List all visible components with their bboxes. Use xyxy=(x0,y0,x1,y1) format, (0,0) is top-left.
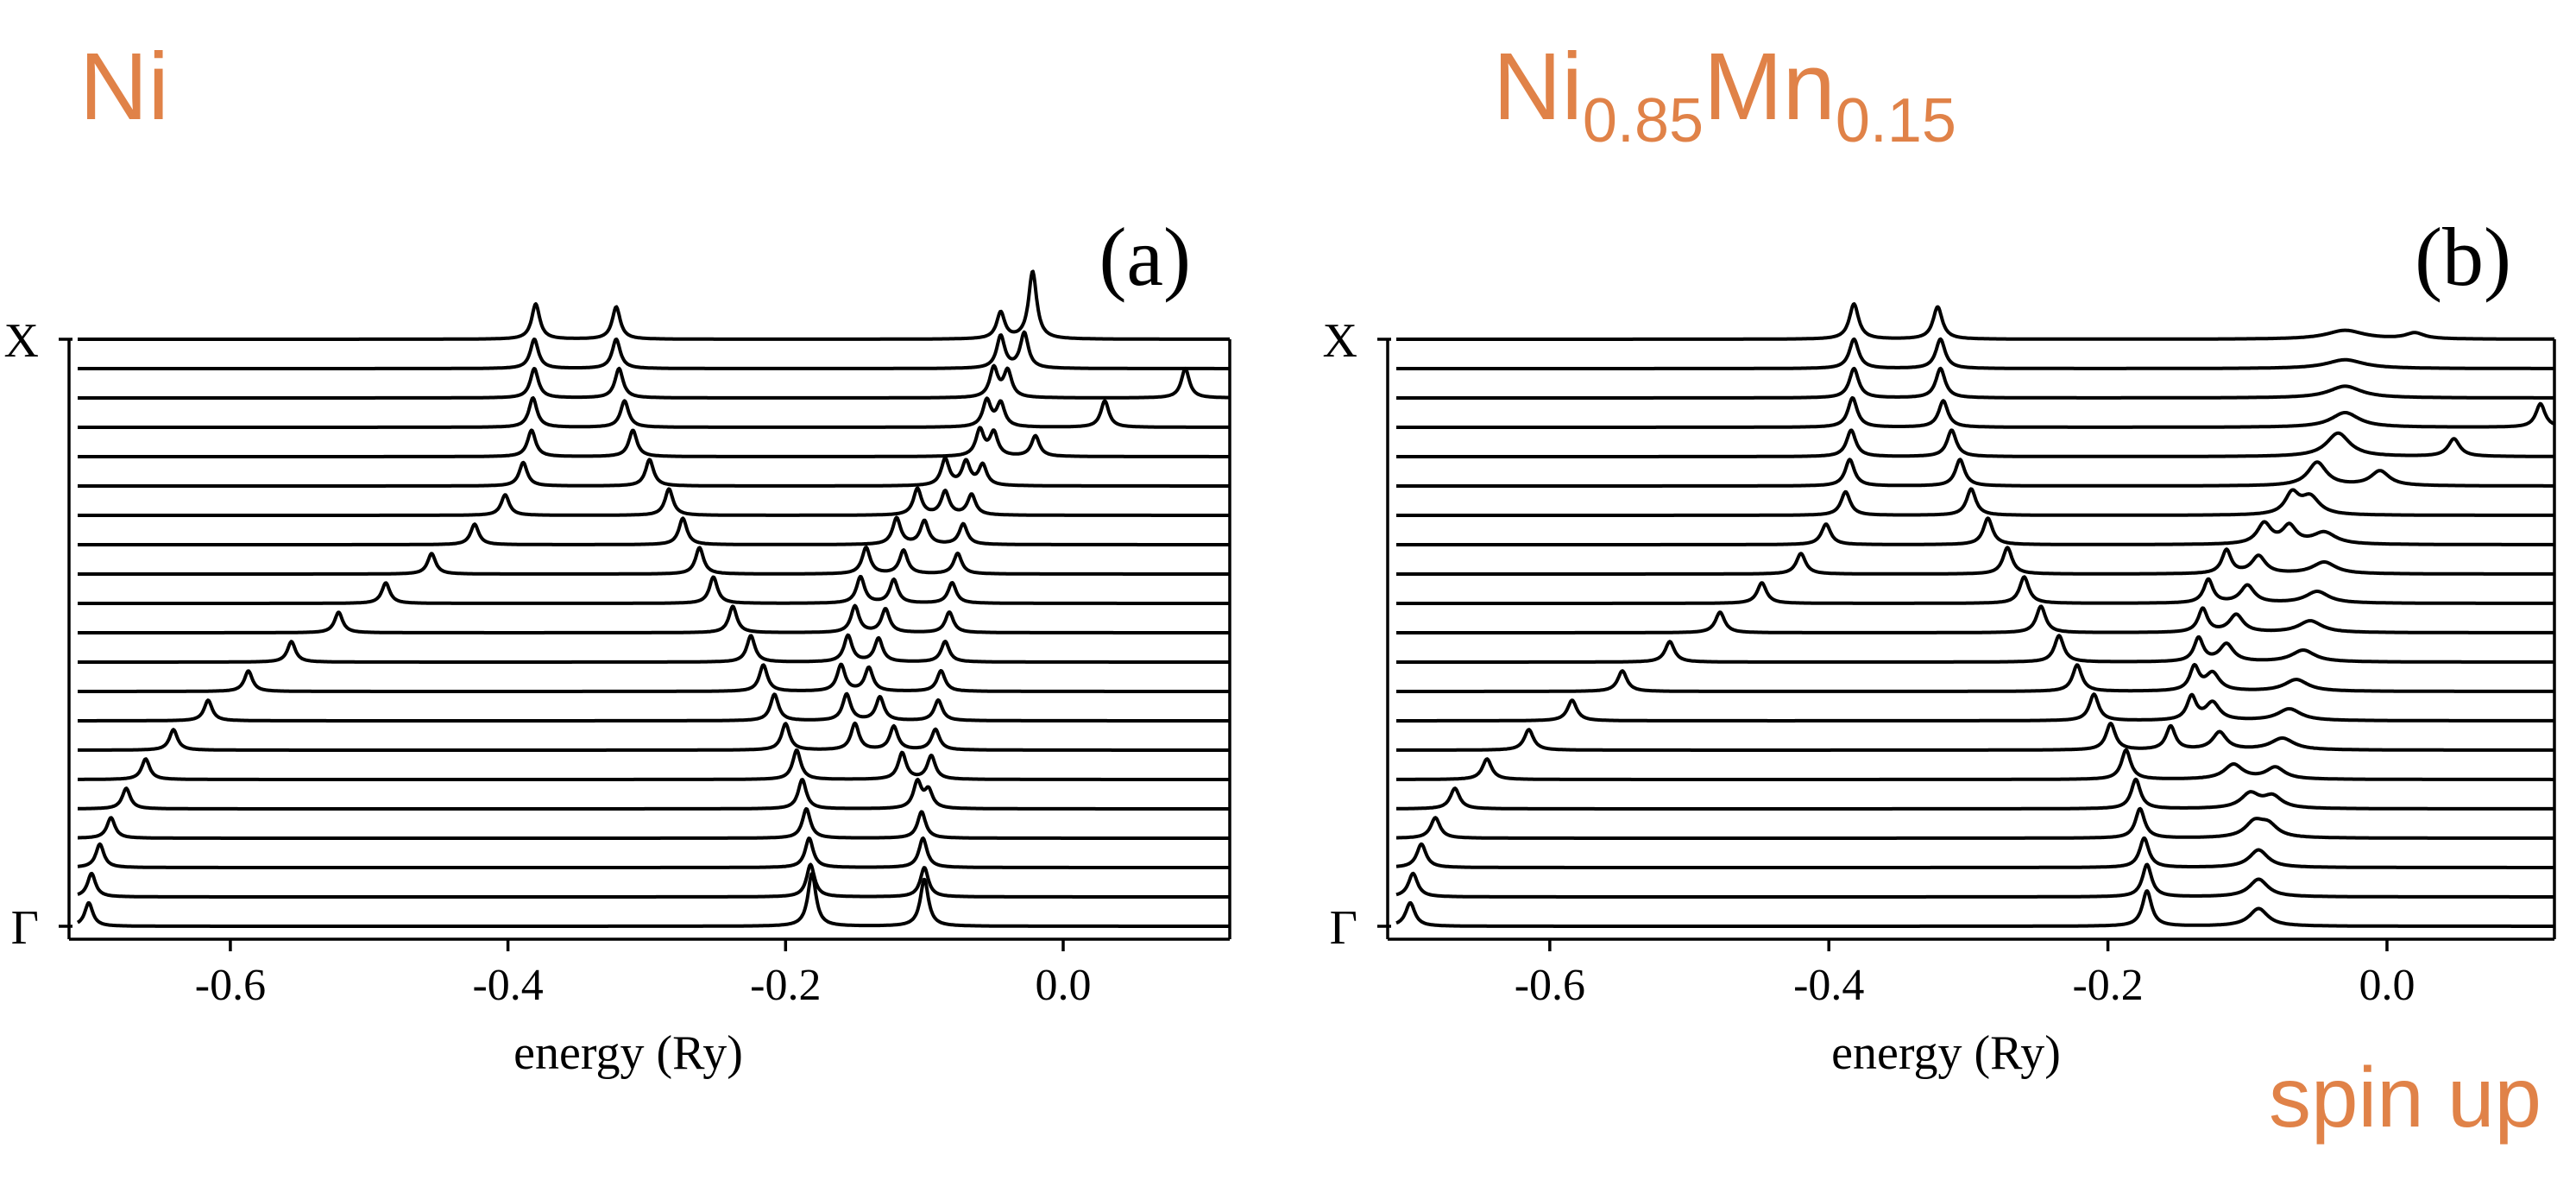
spin-label: spin up xyxy=(2269,1050,2541,1145)
spectral-trace xyxy=(77,862,1231,899)
y-tick-label-x: X xyxy=(4,314,39,368)
panel-a-xlabel: energy (Ry) xyxy=(513,1026,743,1080)
spectral-trace xyxy=(77,546,1231,576)
spectral-trace xyxy=(77,807,1231,840)
panel-b-axes: Γ X -0.6 -0.4 -0.2 0.0 xyxy=(1323,314,2556,1010)
panel-a-label: (a) xyxy=(1099,211,1191,303)
spectral-trace xyxy=(76,872,1231,928)
spectral-trace xyxy=(77,426,1231,458)
spectral-trace xyxy=(77,515,1231,546)
spectral-trace xyxy=(1395,604,2555,634)
panel-a-traces xyxy=(76,269,1231,928)
right-label-mn: Mn xyxy=(1704,34,1836,140)
x-tick-label: -0.6 xyxy=(1515,961,1585,1010)
panel-a-axes: Γ X -0.6 -0.4 -0.2 0.0 xyxy=(4,314,1231,1010)
spectral-trace xyxy=(1395,395,2555,429)
spectral-trace xyxy=(77,721,1231,752)
spectral-trace xyxy=(77,633,1231,664)
right-label-ni: Ni xyxy=(1493,34,1583,140)
spectral-trace xyxy=(77,778,1231,811)
spectral-trace xyxy=(1395,748,2555,781)
left-composition-label: Ni xyxy=(79,34,169,140)
spectral-trace xyxy=(1395,546,2555,576)
spectral-trace xyxy=(77,662,1231,693)
spectral-trace xyxy=(77,330,1231,370)
spectral-trace xyxy=(1395,516,2555,546)
x-tick-label: 0.0 xyxy=(2359,961,2415,1010)
y-tick-label-x: X xyxy=(1323,314,1357,368)
x-tick-label: -0.4 xyxy=(1793,961,1864,1010)
spectral-trace xyxy=(1395,692,2555,723)
spectral-trace xyxy=(77,456,1231,488)
spectral-trace xyxy=(1395,458,2555,488)
right-composition-label: Ni0.85Mn0.15 xyxy=(1493,34,1956,155)
spectral-trace xyxy=(1395,487,2555,517)
y-tick-label-gamma: Γ xyxy=(1330,901,1357,955)
spectral-trace xyxy=(77,486,1231,517)
panel-b-traces xyxy=(1395,302,2555,928)
spectral-trace xyxy=(1395,634,2555,664)
y-tick-label-gamma: Γ xyxy=(11,901,39,955)
x-tick-label: 0.0 xyxy=(1035,961,1091,1010)
panel-b-xlabel: energy (Ry) xyxy=(1831,1026,2061,1080)
x-tick-label: -0.6 xyxy=(195,961,266,1010)
spectral-trace xyxy=(77,836,1231,869)
spectral-trace xyxy=(1395,575,2555,605)
x-tick-label: -0.4 xyxy=(472,961,543,1010)
x-tick-label: -0.2 xyxy=(2072,961,2143,1010)
panel-b: (b) Γ X -0.6 -0.4 -0.2 0.0 energy (Ry) xyxy=(1323,211,2556,1080)
spectral-trace xyxy=(1395,722,2555,752)
spectral-trace xyxy=(77,748,1231,781)
panel-b-label: (b) xyxy=(2415,211,2511,303)
spectral-trace xyxy=(1395,777,2555,811)
spectral-trace xyxy=(1395,662,2555,693)
spectral-trace xyxy=(77,603,1231,634)
spectral-trace xyxy=(1395,862,2555,899)
spectral-trace xyxy=(77,691,1231,723)
right-label-ni-sub: 0.85 xyxy=(1583,86,1704,155)
spectral-trace xyxy=(1395,337,2555,370)
spectral-trace xyxy=(77,396,1231,429)
panel-a: (a) Γ X -0.6 -0.4 -0.2 0.0 energy (Ry) xyxy=(4,211,1231,1080)
spectral-trace xyxy=(77,574,1231,605)
spectral-trace xyxy=(1395,366,2555,400)
spectral-trace xyxy=(1395,806,2555,840)
spectral-trace xyxy=(77,363,1231,400)
right-label-mn-sub: 0.15 xyxy=(1836,86,1956,155)
x-tick-label: -0.2 xyxy=(750,961,821,1010)
spectral-trace xyxy=(1395,302,2555,341)
spectral-trace xyxy=(1395,428,2555,458)
spectral-trace xyxy=(77,269,1231,341)
spectral-trace xyxy=(1395,889,2555,928)
spectral-trace xyxy=(1395,836,2555,869)
